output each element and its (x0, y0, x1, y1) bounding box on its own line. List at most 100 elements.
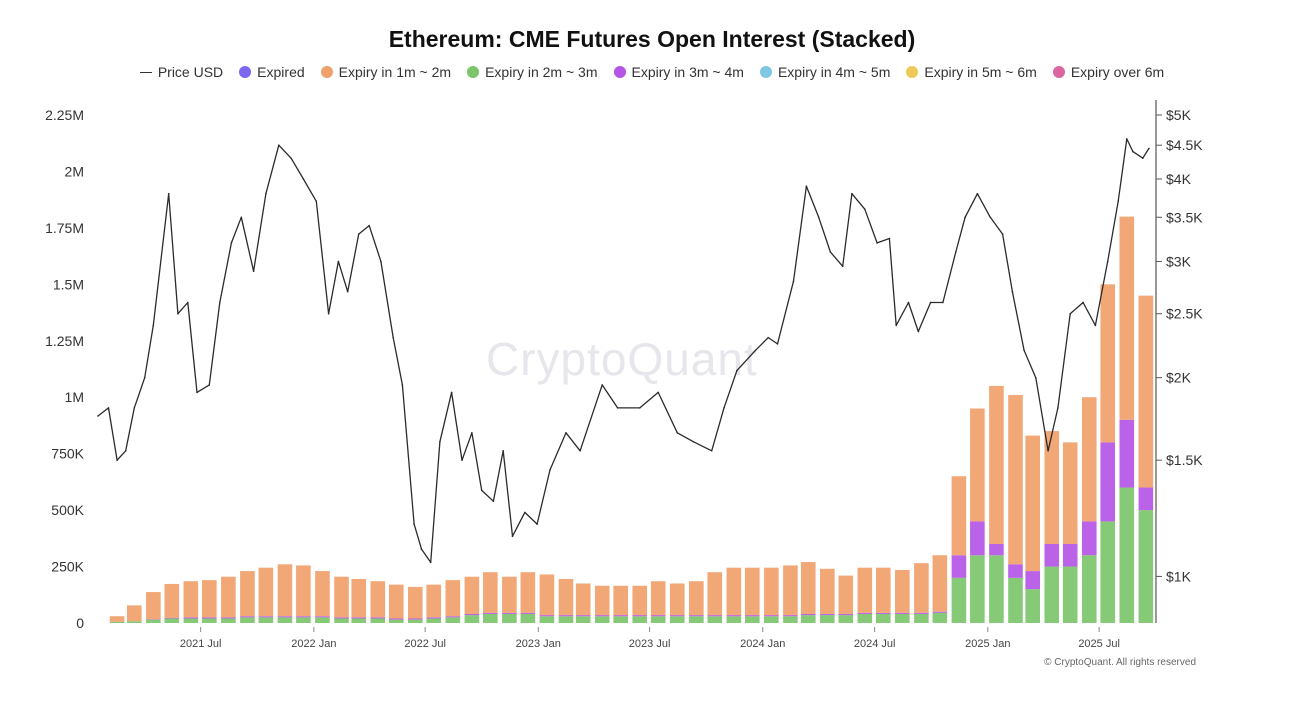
bar-segment-expiry-in-2m-3m (951, 577, 967, 623)
bar-segment-expiry-in-1m-2m (895, 569, 910, 613)
legend-item-7[interactable]: Expiry over 6m (1052, 64, 1164, 80)
legend-label: Expiry in 5m ~ 6m (924, 64, 1037, 80)
bar-segment-expiry-in-3m-4m (258, 616, 274, 618)
watermark: CryptoQuant (486, 333, 758, 385)
price-point (1094, 324, 1097, 327)
bar-segment-expiry-in-1m-2m (315, 571, 330, 617)
bar-segment-expiry-in-1m-2m (820, 568, 835, 614)
price-point (692, 440, 695, 443)
price-point (401, 384, 404, 386)
bar-segment-expiry-in-2m-3m (820, 615, 835, 623)
bar-segment-expiry-in-1m-2m (764, 567, 779, 616)
legend-item-1[interactable]: Expired (239, 64, 305, 80)
bar-segment-expiry-in-1m-2m (1119, 216, 1135, 420)
price-point (1132, 150, 1134, 153)
price-point (710, 449, 713, 452)
x-axis-tick-label: 2023 Jul (629, 638, 671, 650)
bar-segment-expiry-in-1m-2m (483, 572, 498, 613)
bar-segment-expiry-in-1m-2m (650, 581, 666, 616)
price-point (565, 432, 567, 434)
price-point (942, 301, 944, 304)
price-point (1148, 147, 1150, 150)
bar-segment-expiry-in-3m-4m (783, 615, 798, 617)
price-point (107, 407, 110, 409)
bar-segment-expiry-in-2m-3m (334, 618, 349, 623)
legend-item-6[interactable]: Expiry in 5m ~ 6m (906, 64, 1037, 80)
price-point (792, 280, 795, 283)
bar-segment-expiry-in-1m-2m (1081, 397, 1097, 522)
legend-label: Expiry in 2m ~ 3m (485, 64, 598, 80)
legend-swatch (320, 66, 333, 78)
bar-segment-expiry-in-3m-4m (370, 617, 386, 619)
right-axis-tick-label: $3K (1166, 253, 1192, 269)
price-point (767, 336, 770, 339)
bar-segment-expiry-in-2m-3m (426, 618, 442, 623)
bar-segment-expiry-in-2m-3m (875, 613, 891, 623)
bar-segment-expiry-in-1m-2m (914, 563, 929, 613)
bar-segment-expiry-in-3m-4m (632, 615, 648, 617)
price-point (143, 376, 146, 379)
bar-segment-expiry-in-3m-4m (594, 615, 610, 617)
bar-segment-expiry-in-3m-4m (1119, 419, 1135, 488)
price-point (461, 459, 463, 461)
x-axis-tick-label: 2022 Jul (404, 638, 446, 650)
price-point (265, 192, 267, 195)
price-point (124, 449, 127, 452)
legend-item-2[interactable]: Expiry in 1m ~ 2m (320, 64, 451, 80)
left-axis-tick-label: 750K (51, 446, 84, 462)
price-point (888, 237, 891, 240)
bar-segment-expiry-in-2m-3m (558, 616, 574, 623)
price-point (502, 449, 505, 452)
price-point (989, 216, 992, 219)
price-point (116, 459, 118, 461)
bar-segment-expiry-in-3m-4m (669, 615, 685, 617)
bar-segment-expiry-in-1m-2m (1100, 284, 1116, 443)
x-axis-tick-label: 2024 Jan (740, 638, 785, 650)
bar-segment-expiry-in-1m-2m (594, 585, 610, 616)
price-point (895, 324, 897, 327)
bar-segment-expiry-in-2m-3m (650, 616, 666, 623)
price-point (97, 415, 99, 417)
bar-segment-expiry-in-3m-4m (820, 613, 835, 616)
price-point (167, 192, 170, 195)
bar-segment-expiry-in-3m-4m (1062, 543, 1078, 567)
price-point (1125, 138, 1128, 140)
bar-segment-expiry-in-1m-2m (838, 575, 854, 614)
price-point (829, 251, 832, 253)
right-axis-tick-label: $3.5K (1166, 209, 1203, 225)
bar-segment-expiry-in-1m-2m (334, 576, 349, 618)
price-point (346, 290, 349, 293)
bar-segment-expiry-in-2m-3m (483, 613, 498, 623)
legend-item-0[interactable]: Price USD (139, 64, 223, 80)
bar-segment-expiry-in-3m-4m (388, 618, 404, 620)
right-axis-tick-label: $1.5K (1166, 452, 1203, 468)
legend-item-5[interactable]: Expiry in 4m ~ 5m (759, 64, 890, 80)
legend-item-3[interactable]: Expiry in 2m ~ 3m (467, 64, 598, 80)
price-point (917, 330, 920, 333)
bar-segment-expiry-in-2m-3m (632, 616, 648, 623)
price-point (450, 391, 453, 394)
price-point (549, 469, 551, 471)
price-point (152, 324, 155, 327)
bar-segment-expiry-in-2m-3m (315, 617, 330, 623)
right-axis-tick-label: $4K (1166, 171, 1192, 187)
bar-segment-expiry-in-2m-3m (445, 617, 461, 623)
price-point (327, 312, 330, 315)
right-axis-tick-label: $5K (1166, 107, 1192, 123)
price-point (955, 251, 957, 253)
legend-item-4[interactable]: Expiry in 3m ~ 4m (613, 64, 744, 80)
bar-segment-expiry-in-1m-2m (989, 385, 1004, 544)
price-point (429, 561, 432, 564)
bar-segment-expiry-in-1m-2m (575, 583, 591, 616)
bar-segment-expiry-in-1m-2m (445, 580, 461, 617)
bar-segment-expiry-in-2m-3m (1044, 566, 1060, 623)
bar-segment-expiry-in-1m-2m (426, 584, 442, 618)
legend-swatch (613, 66, 626, 78)
price-point (368, 224, 370, 227)
bar-segment-expiry-in-3m-4m (426, 617, 442, 619)
bar-segment-expiry-in-2m-3m (1062, 566, 1078, 623)
bar-segment-expiry-in-1m-2m (669, 583, 685, 616)
price-point (851, 192, 853, 195)
